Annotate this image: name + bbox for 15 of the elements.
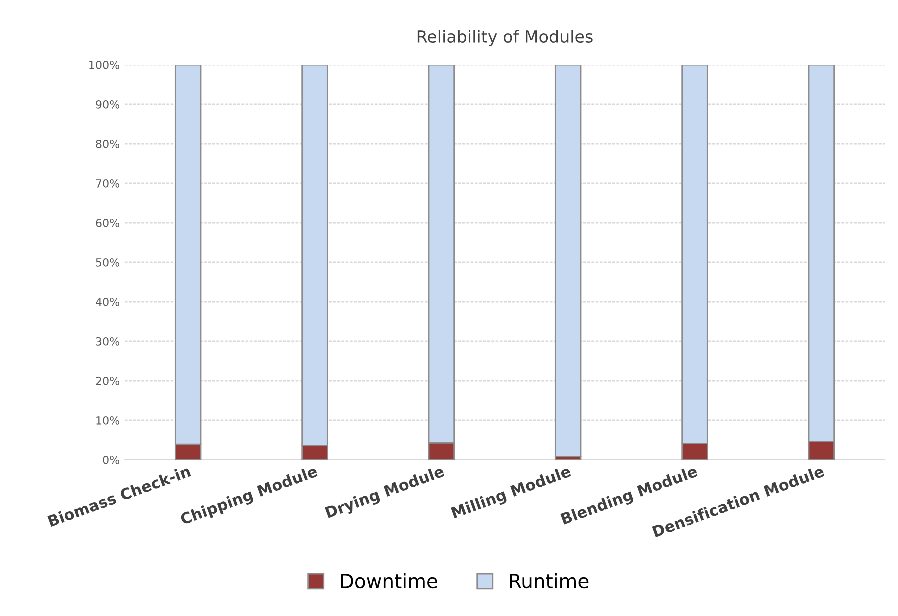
y-tick-label: 30% — [96, 337, 120, 346]
y-tick-label: 20% — [96, 376, 120, 386]
legend-label: Runtime — [510, 574, 589, 589]
chart-title: Reliability of Modules — [418, 30, 593, 46]
y-tick-label: 60% — [96, 218, 120, 228]
y-tick-label: 80% — [96, 140, 120, 148]
y-tick-label: 50% — [96, 258, 120, 267]
y-tick-label: 40% — [96, 298, 120, 306]
y-tick-label: 70% — [96, 179, 120, 188]
y-tick-label: 10% — [96, 416, 120, 425]
y-tick-label: 90% — [96, 100, 120, 109]
legend-label: Downtime — [341, 574, 438, 589]
y-tick-label: 100% — [90, 60, 120, 70]
bar — [554, 65, 582, 458]
y-tick-label: 0% — [103, 456, 120, 464]
